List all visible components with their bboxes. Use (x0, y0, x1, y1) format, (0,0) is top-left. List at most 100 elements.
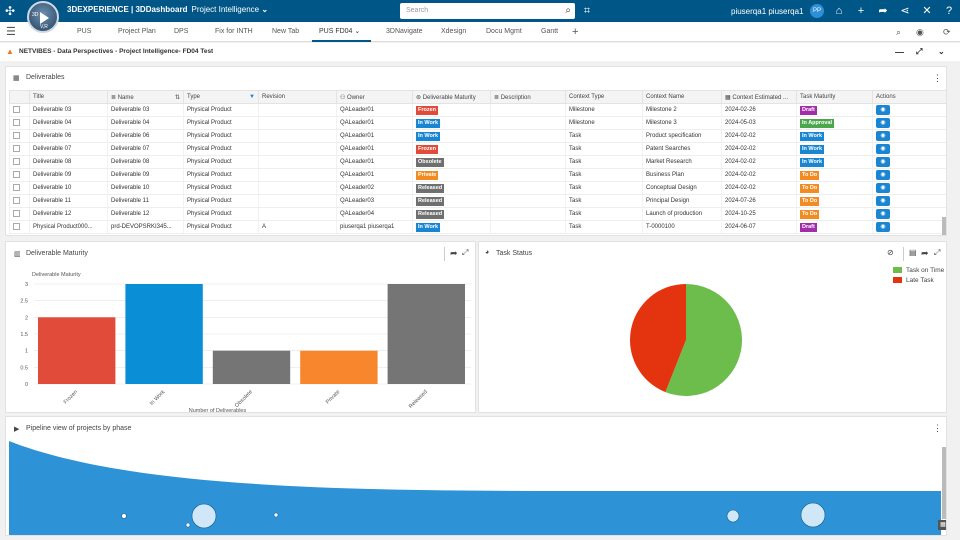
checkbox-cell[interactable] (9, 142, 30, 156)
row-checkbox[interactable] (13, 196, 20, 204)
add-icon[interactable]: + (857, 5, 865, 17)
user-name[interactable]: piuserqa1 piuserqa1 (731, 7, 804, 16)
sort-icon[interactable]: ⇅ (174, 94, 180, 101)
collapse-chevron-icon[interactable]: ⌄ (938, 47, 945, 56)
column-header-actions[interactable]: Actions (872, 90, 946, 104)
view-eye-button[interactable]: ◉ (876, 131, 890, 141)
tab-project-plan[interactable]: Project Plan (118, 28, 156, 35)
table-row[interactable]: Deliverable 07 Deliverable 07 Physical Pro… (9, 142, 946, 156)
sync-icon[interactable]: ⟳ (943, 27, 951, 37)
row-checkbox[interactable] (13, 131, 20, 139)
pipeline-bubble[interactable] (121, 513, 127, 519)
row-checkbox[interactable] (13, 157, 20, 165)
view-eye-button[interactable]: ◉ (876, 196, 890, 206)
row-checkbox[interactable] (13, 222, 20, 230)
pipeline-bubble[interactable] (800, 502, 826, 528)
help-icon[interactable]: ? (945, 5, 953, 17)
tab-3dnavigate[interactable]: 3DNavigate (386, 28, 423, 35)
row-checkbox[interactable] (13, 170, 20, 178)
column-header-context-name[interactable]: Context Name (642, 90, 722, 104)
bar-released[interactable] (387, 284, 465, 384)
filter-icon[interactable]: ▼ (249, 94, 255, 100)
pie-slice-late-task[interactable] (629, 284, 686, 393)
view-toggle-icon[interactable]: ◉ (916, 27, 924, 37)
search-input[interactable]: Search ⌕ (400, 3, 575, 19)
tab-dps[interactable]: DPS (174, 28, 189, 35)
legend-task-on-time[interactable]: Task on Time (893, 267, 944, 274)
column-header-name[interactable]: ≣ Name ⇅ (107, 90, 184, 104)
view-eye-button[interactable]: ◉ (876, 222, 890, 232)
row-checkbox[interactable] (13, 183, 20, 191)
tab-docu-mgmt[interactable]: Docu Mgmt (486, 28, 522, 35)
column-header-revision[interactable]: Revision (258, 90, 337, 104)
tab-chevron-down-icon[interactable]: ⌄ (352, 28, 361, 35)
tab-gantt[interactable]: Gantt (541, 28, 559, 35)
search-icon[interactable]: ⌕ (565, 5, 571, 16)
pipeline-bubble[interactable] (191, 503, 217, 529)
search-widgets-icon[interactable]: ⌕ (896, 27, 902, 37)
view-eye-button[interactable]: ◉ (876, 157, 890, 167)
table-row[interactable]: Deliverable 06 Deliverable 06 Physical Pro… (9, 129, 946, 143)
table-row[interactable]: Deliverable 04 Deliverable 04 Physical Pro… (9, 116, 946, 130)
column-header-type[interactable]: Type ▼ (183, 90, 259, 104)
pipeline-bubble[interactable] (185, 522, 191, 528)
chat-icon[interactable]: ⌂ (835, 5, 843, 17)
pipeline-bubble[interactable] (726, 509, 740, 523)
checkbox-cell[interactable] (9, 116, 30, 130)
view-eye-button[interactable]: ◉ (876, 209, 890, 219)
table-row[interactable]: Deliverable 11 Deliverable 11 Physical Pro… (9, 194, 946, 208)
expand-icon[interactable]: ⤢ (916, 47, 923, 56)
tab-new-tab[interactable]: New Tab (272, 28, 300, 35)
row-checkbox[interactable] (13, 144, 20, 152)
column-header-owner[interactable]: ⚇ Owner (336, 90, 413, 104)
table-row[interactable]: Deliverable 10 Deliverable 10 Physical Pro… (9, 181, 946, 195)
column-header-task-maturity[interactable]: Task Maturity (796, 90, 873, 104)
pipeline-bubble[interactable] (273, 512, 279, 518)
network-icon[interactable]: ⋖ (900, 5, 910, 17)
share-chart-icon-2[interactable]: ➦ (921, 248, 929, 258)
row-checkbox[interactable] (13, 118, 20, 126)
table-row[interactable]: Deliverable 12 Deliverable 12 Physical Pro… (9, 207, 946, 221)
grid-view-icon[interactable]: ▦ (938, 520, 946, 530)
bar-in-work[interactable] (125, 284, 203, 384)
column-header-title[interactable]: Title (29, 90, 108, 104)
view-eye-button[interactable]: ◉ (876, 144, 890, 154)
view-eye-button[interactable]: ◉ (876, 118, 890, 128)
row-checkbox[interactable] (13, 105, 20, 113)
pipeline-menu-icon[interactable]: ⋮ (933, 423, 942, 433)
column-header-context-type[interactable]: Context Type (565, 90, 643, 104)
view-eye-button[interactable]: ◉ (876, 105, 890, 115)
table-row[interactable]: Physical Product000... prd-DEVOPSRKI345..… (9, 220, 946, 234)
table-row[interactable]: Deliverable 08 Deliverable 08 Physical Pro… (9, 155, 946, 169)
ds-logo-icon[interactable]: ✣ (5, 4, 16, 18)
tab-fix-for-inth[interactable]: Fix for INTH (215, 28, 253, 35)
bar-frozen[interactable] (38, 317, 116, 384)
share-icon[interactable]: ➦ (878, 5, 888, 17)
checkbox-cell[interactable] (9, 155, 30, 169)
checkbox-cell[interactable] (9, 129, 30, 143)
tab-xdesign[interactable]: Xdesign (441, 28, 467, 35)
add-tab-icon[interactable]: + (572, 26, 579, 38)
pie-slice-task-on-time[interactable] (665, 284, 742, 396)
table-row[interactable]: Deliverable 09 Deliverable 09 Physical Pro… (9, 168, 946, 182)
column-header-context-estimated[interactable]: ▦ Context Estimated ... (721, 90, 797, 104)
table-row[interactable]: Deliverable 03 Deliverable 03 Physical Pro… (9, 103, 946, 117)
hide-icon[interactable]: ⊘ (887, 248, 894, 257)
row-checkbox[interactable] (13, 209, 20, 217)
column-header-description[interactable]: ≣ Description (490, 90, 566, 104)
tag-icon[interactable]: ⌗ (583, 5, 591, 17)
dashboard-chevron-icon[interactable]: ⌄ (259, 5, 269, 14)
select-all-header[interactable] (9, 90, 30, 104)
tab-pus-fd04[interactable]: PUS FD04 ⌄ (312, 22, 371, 42)
legend-late-task[interactable]: Late Task (893, 277, 934, 284)
bar-obsolete[interactable] (212, 350, 291, 384)
dashboard-name[interactable]: Project Intelligence (191, 5, 260, 14)
avatar[interactable]: PP (810, 4, 824, 18)
checkbox-cell[interactable] (9, 103, 30, 117)
view-eye-button[interactable]: ◉ (876, 170, 890, 180)
bar-private[interactable] (300, 350, 378, 384)
panel-menu-icon[interactable]: ⋮ (933, 73, 942, 83)
fullscreen-icon[interactable]: ⤢ (462, 248, 469, 257)
column-header-deliverable-maturity[interactable]: ⊚ Deliverable Maturity (412, 90, 491, 104)
checkbox-cell[interactable] (9, 194, 30, 208)
